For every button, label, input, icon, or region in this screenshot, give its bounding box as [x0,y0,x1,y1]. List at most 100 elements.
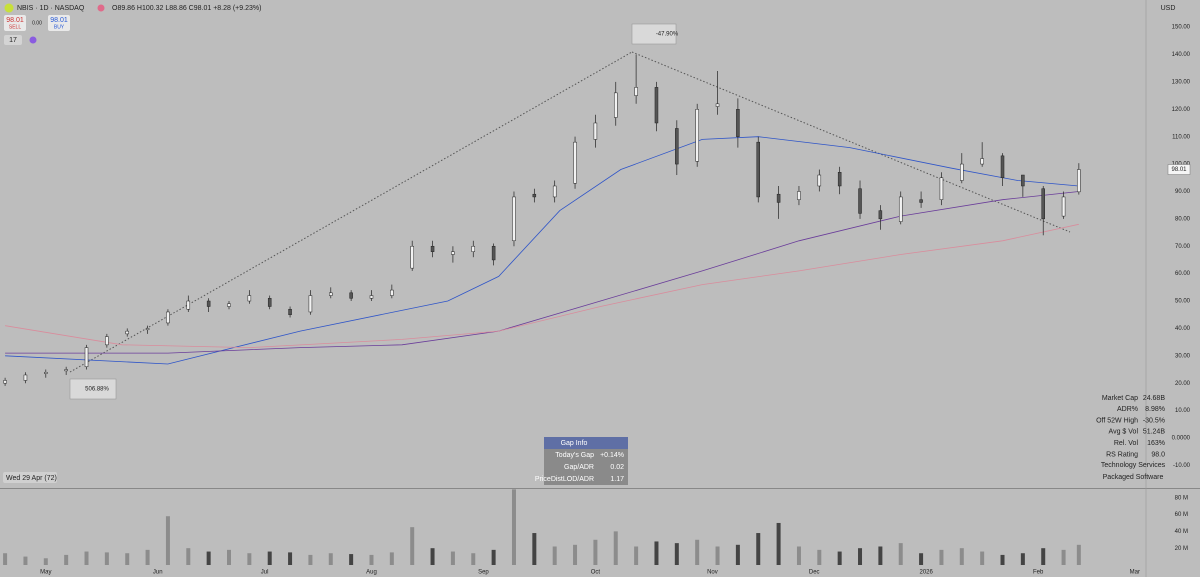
volume-bar [756,533,761,565]
change-icon [97,4,105,12]
x-tick-label: Mar [1130,570,1140,576]
volume-bar [1076,544,1081,565]
stat-value: -30.5% [1143,417,1165,424]
x-tick-label: May [40,570,51,576]
stat-label: Avg $ Vol [1109,429,1139,436]
candle-body [247,295,252,302]
candle-body [1041,188,1045,220]
indicator-icon [29,36,37,44]
volume-bar [3,553,8,565]
volume-bar [674,543,679,565]
volume-bar [858,548,863,565]
volume-bar [1020,553,1025,565]
stat-value: 98.0 [1151,451,1165,458]
candle-body [1077,169,1081,193]
volume-bar [450,551,455,565]
gap-info: Gap Info [544,437,628,485]
y-tick-label: 70.00 [1175,244,1191,250]
volume-bar [837,551,842,565]
volume-bar [23,556,28,565]
trend-line [69,51,633,373]
candle-body [1021,174,1025,187]
date-label: Wed 29 Apr (72) [6,475,57,482]
x-tick-label: Sep [478,570,489,576]
y-tick-label: 80 M [1175,495,1188,501]
candle-body [552,185,557,198]
candle-body [919,199,923,203]
volume-bar [695,539,700,565]
volume-bar [1061,549,1066,565]
indicator-box[interactable] [4,35,22,45]
buy-button[interactable] [48,15,70,31]
volume-bar [389,552,394,565]
y-tick-label: 40.00 [1175,326,1191,332]
volume-bar [552,546,557,565]
candle-body [512,196,516,242]
volume-bar [796,546,801,565]
x-tick-label: Nov [707,570,718,576]
y-tick-label: 60.00 [1175,271,1191,277]
candle-body [64,369,68,372]
y-tick-label: 60 M [1175,512,1188,518]
candle-body [797,191,801,200]
volume-bar [349,554,354,565]
candle-body [125,330,129,335]
x-tick-label: Oct [591,570,601,576]
volume-bar [43,558,48,565]
last-price: 98.01 [1171,167,1187,173]
candle-body [471,245,476,252]
y-tick-label: 40 M [1175,529,1188,535]
candle-body [939,177,944,200]
volume-bar [145,549,150,565]
candle-body [410,245,414,269]
gap-info-value: 1.17 [610,476,624,483]
candle-body [451,251,455,255]
candle-body [675,128,679,165]
candle-body [44,371,48,374]
y-tick-label: 120.00 [1172,107,1191,113]
volume-bar [715,546,720,565]
sector: Technology Services [1101,462,1166,469]
volume-bar [959,548,964,565]
stat-label: Market Cap [1102,395,1138,402]
volume-bar [898,543,903,565]
gain-annotation: 506.88% [85,387,109,393]
candle-body [634,87,638,96]
candle-body [3,380,7,384]
volume-bar [491,549,496,565]
stat-label: ADR% [1117,406,1138,413]
candle-body [756,141,760,198]
x-tick-label: Jul [261,570,269,576]
candle-body [308,295,313,313]
gap-info-label: PriceDistLOD/ADR [535,476,594,483]
candle-body [898,196,903,222]
volume-bar [430,548,435,565]
currency: USD [1161,5,1176,12]
volume-bar [165,516,170,565]
candle-body [430,245,435,252]
candle-body [1000,155,1005,179]
y-tick-label: 50.00 [1175,299,1191,305]
gap-info-label: Gap/ADR [564,464,594,471]
header: NBIS · 1D · NASDAQ 98.01 SELL 0.00 98.01… [4,3,1176,45]
gap-info-value: 0.02 [610,464,624,471]
candle-body [837,172,842,187]
candle-body [614,92,618,118]
moving-average [5,136,1079,365]
volume-bar [634,546,639,565]
sell-label: SELL [9,24,21,30]
candle-body [960,163,964,181]
candle-body [145,328,150,331]
spread: 0.00 [32,20,42,26]
x-tick-label: Jun [153,570,163,576]
sell-button[interactable] [4,15,26,31]
candle-body [390,289,394,296]
stat-value: 8.98% [1145,406,1165,413]
candle-body [349,292,353,299]
candle-body [715,103,720,107]
stats: Technology Services Packaged Software [1101,462,1166,481]
y-tick-label: 130.00 [1172,79,1191,85]
volume-bar [776,522,781,565]
